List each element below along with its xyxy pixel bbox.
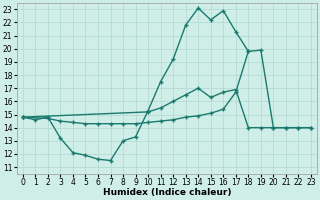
X-axis label: Humidex (Indice chaleur): Humidex (Indice chaleur) [103,188,231,197]
